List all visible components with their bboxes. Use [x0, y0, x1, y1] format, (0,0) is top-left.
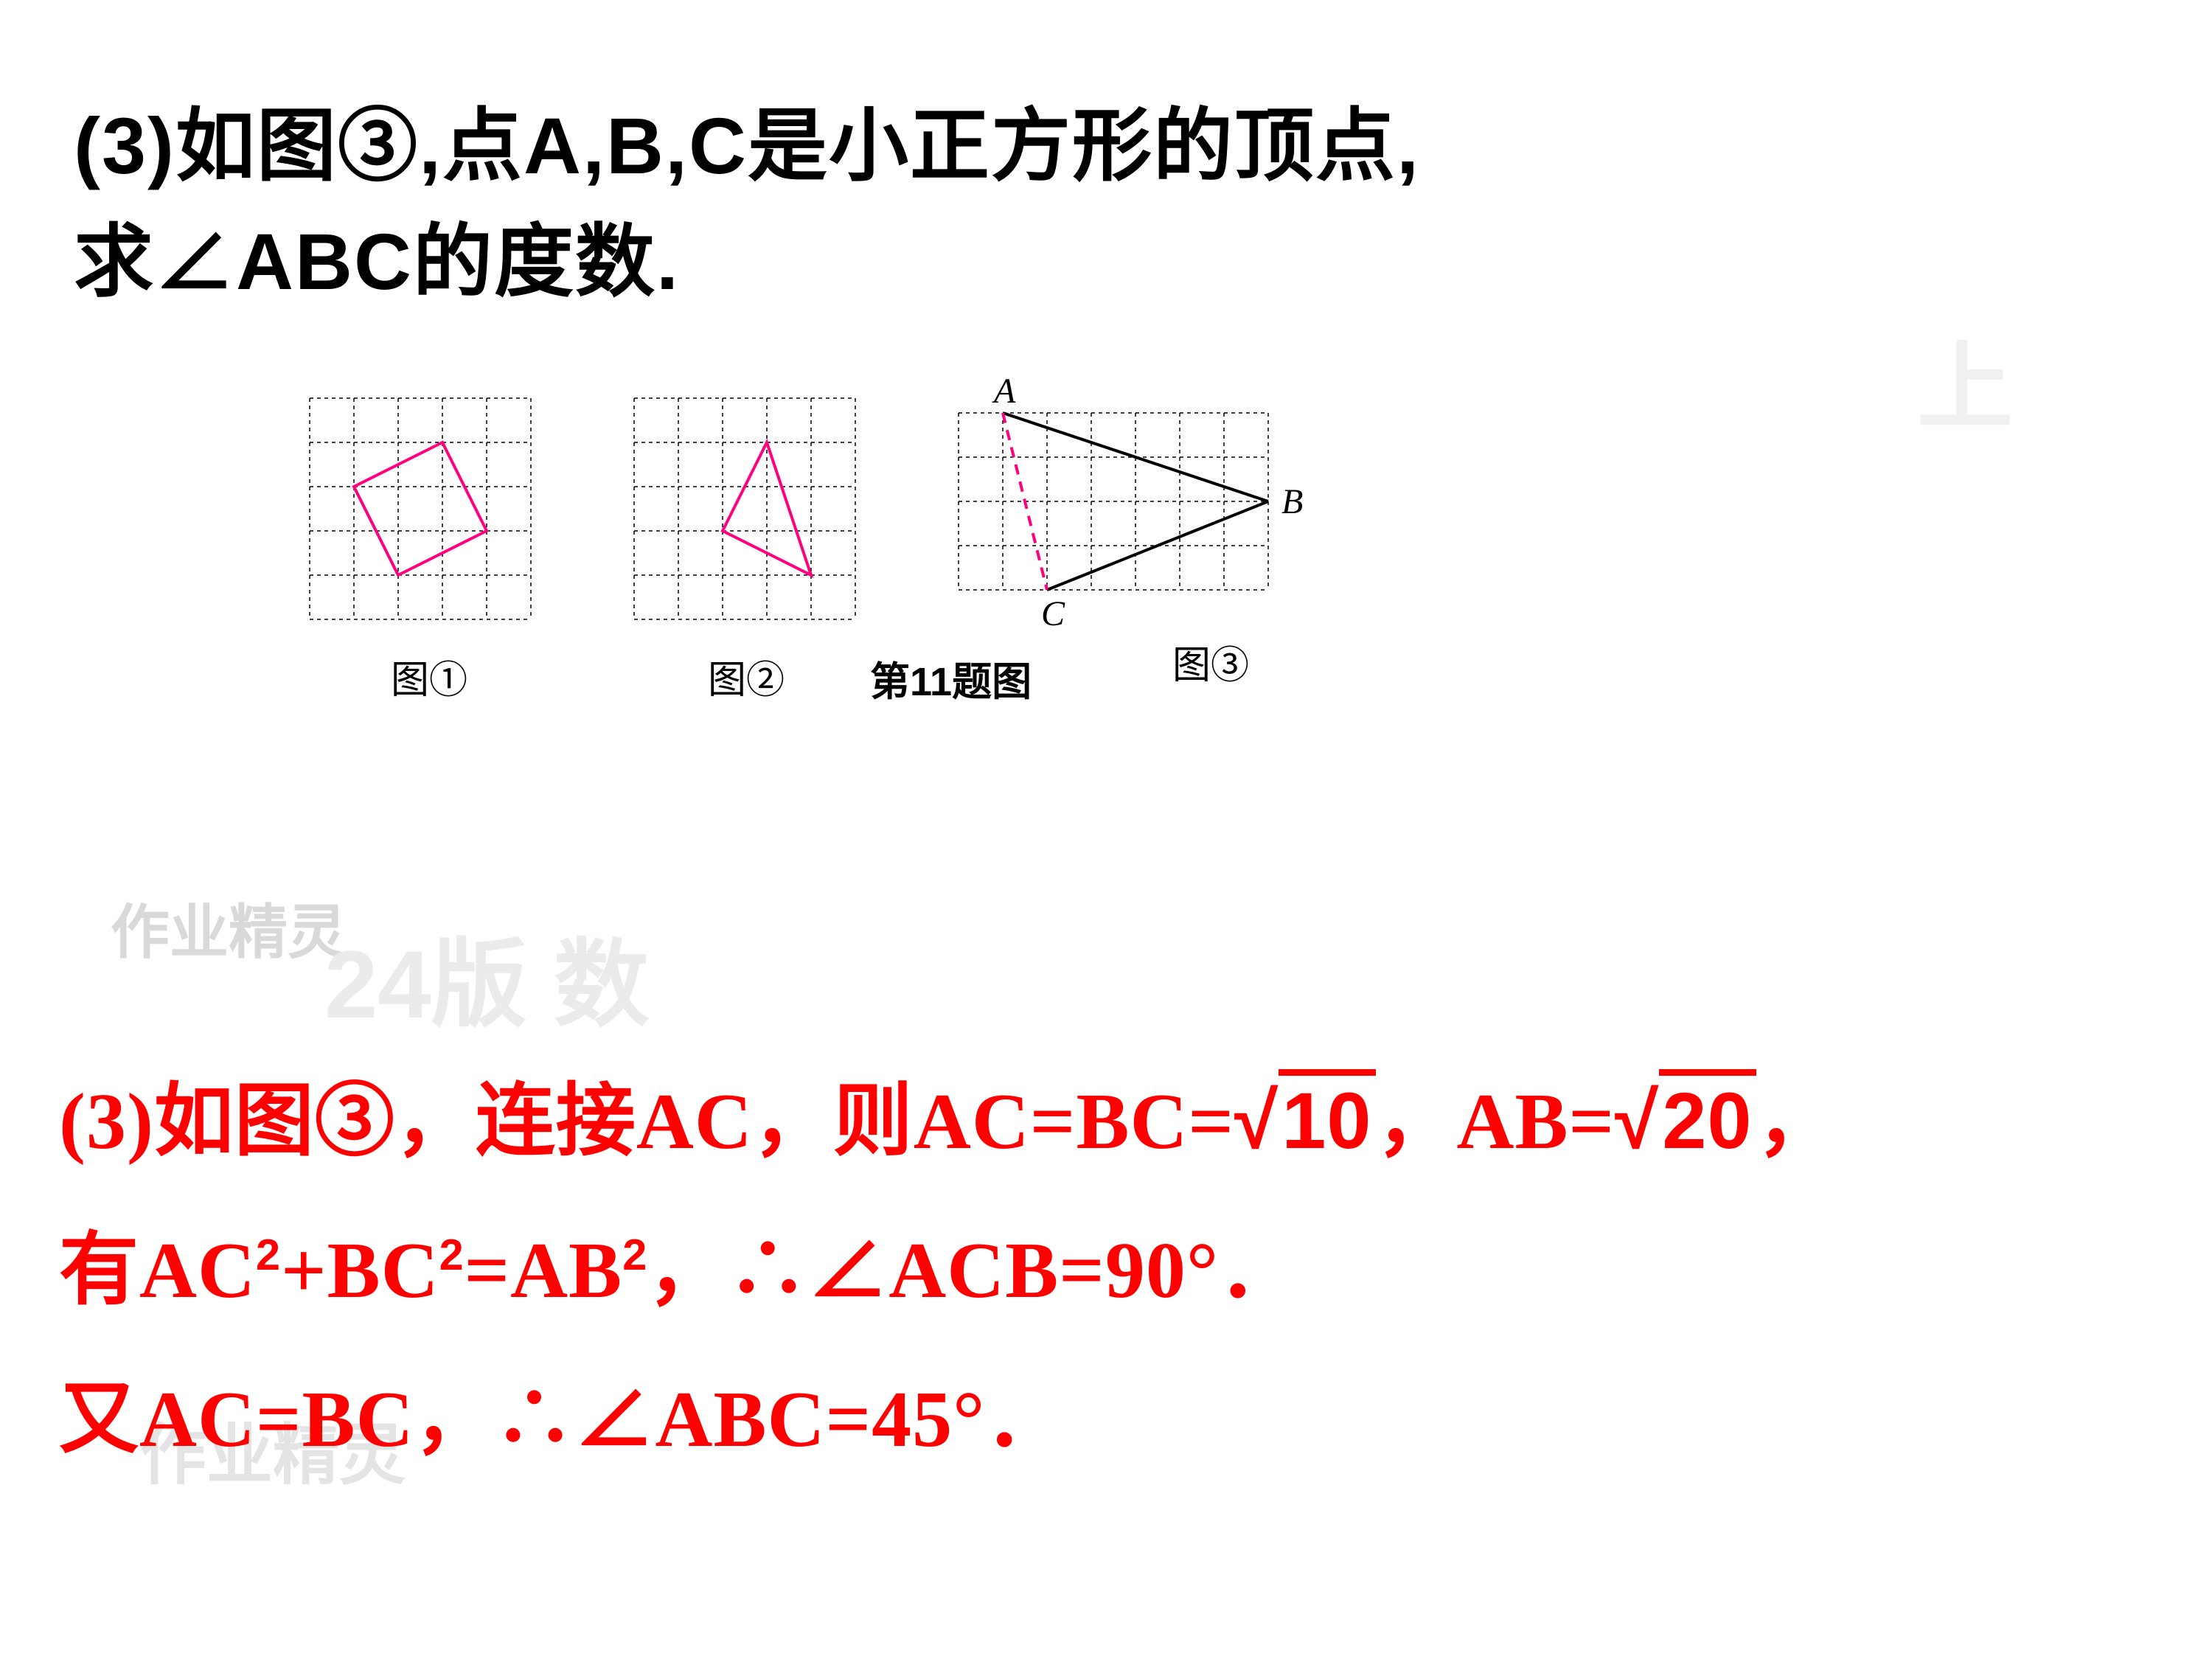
figures-svg: A B C — [280, 369, 1902, 782]
fig3-label: 图③ — [1172, 634, 1249, 689]
ans-p1b: ，AB= — [1376, 1078, 1615, 1166]
ans-p2d: ，∴∠ACB=90°． — [647, 1227, 1299, 1315]
question-text: (3)如图③,点A,B,C是小正方形的顶点, 求∠ABC的度数. — [74, 88, 2065, 319]
figure-caption: 第11题图 — [870, 649, 1032, 707]
sup2-3: 2 — [622, 1230, 647, 1279]
svg-text:A: A — [992, 372, 1016, 411]
ans-p1a: (3)如图③，连接AC，则AC=BC= — [59, 1078, 1234, 1166]
question-line2: 求∠ABC的度数. — [74, 217, 680, 306]
figure-row: A B C 图① 图② 图③ 第11题图 — [280, 369, 1902, 782]
ans-p2: 有AC — [59, 1227, 256, 1315]
svg-text:C: C — [1041, 594, 1065, 633]
radical-20: 20 — [1615, 1047, 1756, 1194]
ans-p1c: ， — [1756, 1078, 1837, 1166]
ans-p2b: +BC — [281, 1227, 439, 1315]
figure-1 — [310, 398, 531, 619]
sup2-1: 2 — [256, 1230, 281, 1279]
watermark-3: 上 — [1917, 310, 2013, 448]
answer-block: (3)如图③，连接AC，则AC=BC=10，AB=20， 有AC2+BC2=AB… — [59, 1047, 2138, 1493]
svg-text:B: B — [1281, 482, 1303, 521]
radical-10: 10 — [1234, 1047, 1376, 1194]
watermark-1: 作业精灵 — [111, 885, 347, 970]
question-line1: (3)如图③,点A,B,C是小正方形的顶点, — [74, 101, 1420, 190]
watermark-2: 24版 数 — [324, 907, 650, 1046]
ans-p2c: =AB — [465, 1227, 623, 1315]
figure-2 — [634, 398, 855, 619]
ans-p3: 又AC=BC，∴∠ABC=45°． — [59, 1376, 1065, 1464]
sup2-2: 2 — [439, 1230, 465, 1279]
figure-3: A B C — [959, 372, 1303, 633]
fig1-label: 图① — [391, 649, 467, 704]
fig2-label: 图② — [708, 649, 785, 704]
